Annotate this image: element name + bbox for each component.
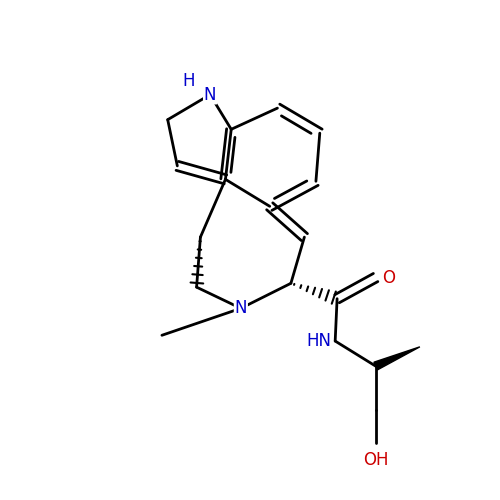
Text: N: N [234, 300, 247, 318]
Text: N: N [204, 86, 216, 103]
Text: OH: OH [363, 452, 388, 469]
Polygon shape [374, 347, 420, 370]
Text: HN: HN [306, 332, 332, 350]
Text: O: O [382, 268, 396, 286]
Text: H: H [182, 72, 195, 90]
